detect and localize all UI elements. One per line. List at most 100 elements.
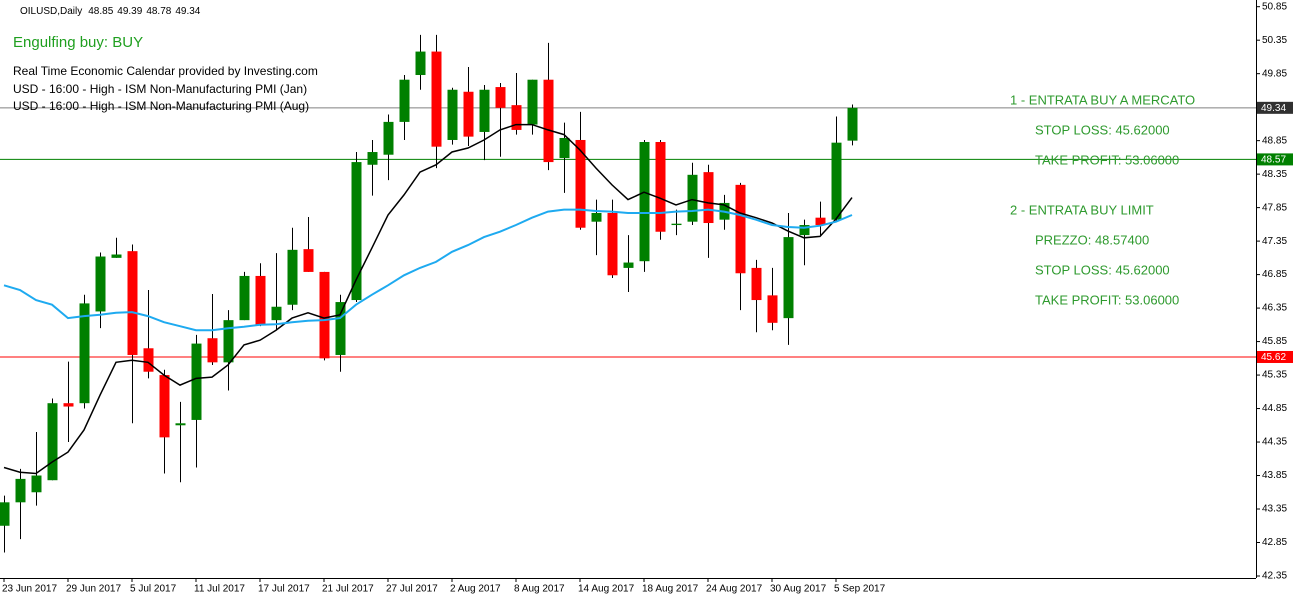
- price-box: [1257, 101, 1293, 114]
- y-tick-label: 44.35: [1262, 437, 1287, 448]
- annotation: STOP LOSS: 45.62000: [1035, 122, 1170, 137]
- candle-body: [79, 303, 90, 404]
- y-tick-label: 50.85: [1262, 1, 1287, 12]
- y-tick-label: 45.35: [1262, 370, 1287, 381]
- candle-body: [847, 107, 858, 141]
- candle-body: [687, 174, 698, 222]
- candle-body: [479, 89, 490, 132]
- x-tick-label: 11 Jul 2017: [194, 584, 245, 595]
- candle-body: [223, 320, 234, 363]
- x-tick-label: 23 Jun 2017: [2, 584, 57, 595]
- x-tick-label: 27 Jul 2017: [386, 584, 438, 595]
- candle-body: [191, 343, 202, 420]
- candle-body: [815, 217, 826, 226]
- y-tick-label: 42.35: [1262, 571, 1287, 582]
- candle-body: [0, 502, 10, 526]
- candle-body: [799, 225, 810, 236]
- x-tick-label: 17 Jul 2017: [258, 584, 310, 595]
- candle-body: [447, 89, 458, 140]
- y-tick-label: 49.85: [1262, 68, 1287, 79]
- moving-average: [3, 208, 853, 332]
- candle-body: [319, 271, 330, 359]
- candle-body: [63, 403, 74, 407]
- annotation: 1 - ENTRATA BUY A MERCATO: [1010, 92, 1195, 107]
- candle-body: [143, 348, 154, 372]
- candle-body: [383, 121, 394, 155]
- y-tick-label: 43.35: [1262, 504, 1287, 515]
- candle-body: [207, 338, 218, 363]
- candle-body: [655, 141, 666, 232]
- candle-body: [335, 302, 346, 355]
- candle-body: [127, 251, 138, 355]
- candle-body: [47, 403, 58, 481]
- annotation: TAKE PROFIT: 53.06000: [1035, 152, 1179, 167]
- candle-body: [767, 295, 778, 323]
- annotation: 2 - ENTRATA BUY LIMIT: [1010, 202, 1154, 217]
- annotation: TAKE PROFIT: 53.06000: [1035, 292, 1179, 307]
- candle-body: [607, 212, 618, 276]
- header: OILUSD,Daily 48.85 49.39 48.78 49.34: [20, 6, 201, 17]
- price-box-label: 49.34: [1261, 103, 1286, 114]
- x-tick-label: 30 Aug 2017: [770, 584, 827, 595]
- x-tick-label: 14 Aug 2017: [578, 584, 635, 595]
- candle-body: [751, 267, 762, 301]
- candle-body: [783, 237, 794, 319]
- x-tick-label: 2 Aug 2017: [450, 584, 501, 595]
- candle-body: [671, 223, 682, 226]
- candle-body: [287, 249, 298, 305]
- y-tick-label: 45.85: [1262, 336, 1287, 347]
- x-tick-label: 24 Aug 2017: [706, 584, 763, 595]
- symbol: OILUSD,Daily: [20, 6, 82, 17]
- price-box: [1257, 350, 1293, 363]
- candle-body: [239, 275, 250, 321]
- plot-area: [0, 34, 1256, 553]
- candle-body: [735, 184, 746, 274]
- x-tick-label: 18 Aug 2017: [642, 584, 699, 595]
- candle-body: [431, 51, 442, 147]
- candle-body: [703, 172, 714, 224]
- x-tick-label: 5 Sep 2017: [834, 584, 886, 595]
- price-box-label: 45.62: [1261, 352, 1286, 363]
- y-tick-label: 48.35: [1262, 169, 1287, 180]
- candle-body: [399, 79, 410, 122]
- candle-body: [367, 152, 378, 165]
- candle-body: [623, 262, 634, 268]
- candle-body: [175, 423, 186, 426]
- header-low: 48.78: [146, 6, 171, 17]
- y-tick-label: 46.35: [1262, 303, 1287, 314]
- candle-body: [591, 212, 602, 222]
- candle-body: [639, 141, 650, 262]
- candle-body: [31, 475, 42, 493]
- candle-body: [255, 275, 266, 325]
- x-tick-label: 29 Jun 2017: [66, 584, 121, 595]
- candle-body: [511, 105, 522, 130]
- moving-average: [3, 123, 853, 475]
- x-tick-label: 21 Jul 2017: [322, 584, 374, 595]
- calendar-line: Real Time Economic Calendar provided by …: [13, 64, 318, 78]
- candle-body: [159, 375, 170, 438]
- candle-body: [271, 306, 282, 321]
- candle-body: [527, 79, 538, 125]
- signal: Engulfing buy: BUY: [13, 34, 143, 51]
- annotation: PREZZO: 48.57400: [1035, 232, 1149, 247]
- calendar-line: USD - 16:00 - High - ISM Non-Manufacturi…: [13, 82, 307, 96]
- header-high: 49.39: [117, 6, 142, 17]
- candle-body: [559, 137, 570, 159]
- candle-body: [15, 478, 26, 503]
- candle-body: [351, 162, 362, 301]
- candle-body: [95, 256, 106, 312]
- candle-body: [831, 142, 842, 220]
- header-close: 49.34: [175, 6, 200, 17]
- y-tick-label: 48.85: [1262, 135, 1287, 146]
- header-open: 48.85: [88, 6, 113, 17]
- y-tick-label: 50.35: [1262, 35, 1287, 46]
- candle-body: [111, 254, 122, 258]
- x-tick-label: 8 Aug 2017: [514, 584, 565, 595]
- y-tick-label: 47.35: [1262, 236, 1287, 247]
- y-tick-label: 42.85: [1262, 537, 1287, 548]
- candle-body: [543, 79, 554, 163]
- x-tick-label: 5 Jul 2017: [130, 584, 177, 595]
- candle-body: [575, 139, 586, 228]
- price-box: [1257, 153, 1293, 166]
